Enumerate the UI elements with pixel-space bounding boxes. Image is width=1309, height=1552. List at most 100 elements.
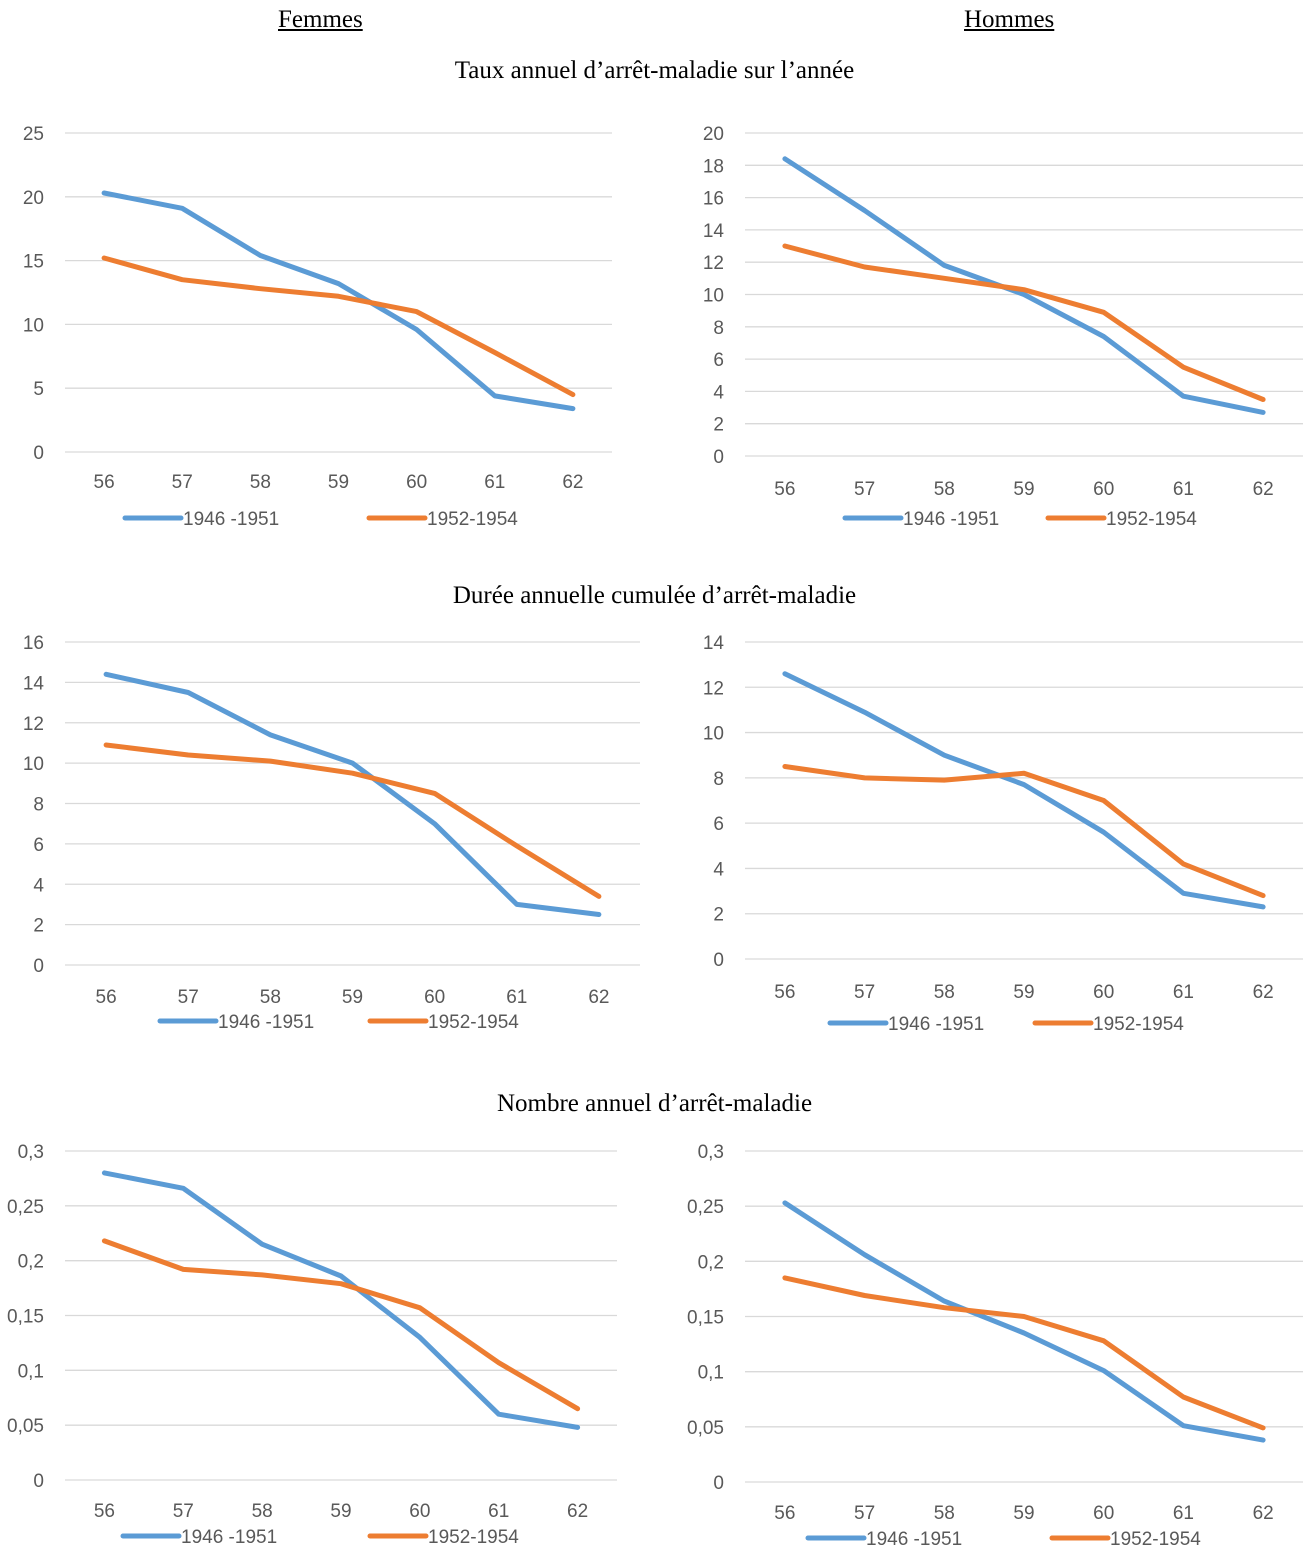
chart-femmes-nombre: 0 0,05 0,1 0,15 0,2 0,25 0,3 56 57 58 59 60 61 62 1946… xyxy=(7,1142,617,1548)
y-tick-label: 0,05 xyxy=(687,1418,724,1439)
legend-label-2: 1952-1954 xyxy=(1093,1014,1184,1035)
y-tick-label: 0,15 xyxy=(687,1308,724,1329)
chart-femmes-duree: 0 2 4 6 8 10 12 14 16 56 57 58 59 60 61 62 1946 -1951 195… xyxy=(23,633,640,1033)
section-title-taux: Taux annuel d’arrêt-maladie sur l’année xyxy=(454,57,855,84)
y-tick-label: 0,3 xyxy=(18,1142,44,1163)
legend-label-2: 1952-1954 xyxy=(1106,509,1197,530)
legend-label-2: 1952-1954 xyxy=(427,509,518,530)
legend-label-1: 1946 -1951 xyxy=(888,1014,984,1035)
x-tick-label: 58 xyxy=(934,982,955,1003)
x-tick-label: 58 xyxy=(252,1501,273,1522)
series-line-1 xyxy=(101,190,576,412)
chart-hommes-duree: 0 2 4 6 8 10 12 14 56 57 58 59 60 61 62 1946 -1951 1952-… xyxy=(703,633,1303,1035)
y-tick-label: 2 xyxy=(713,905,724,926)
y-tick-label: 0,3 xyxy=(698,1142,724,1163)
x-tick-label: 56 xyxy=(774,1503,795,1524)
series-line-2 xyxy=(782,764,1266,899)
legend-label-1: 1946 -1951 xyxy=(903,509,999,530)
y-tick-label: 20 xyxy=(703,124,724,145)
legend-label-1: 1946 -1951 xyxy=(218,1012,314,1033)
x-tick-label: 60 xyxy=(409,1501,430,1522)
x-tick-label: 59 xyxy=(328,472,349,493)
x-tick-label: 57 xyxy=(854,982,875,1003)
x-tick-label: 61 xyxy=(1173,479,1194,500)
x-tick-label: 59 xyxy=(1013,479,1034,500)
y-tick-label: 10 xyxy=(23,754,44,775)
series-line-2 xyxy=(101,255,576,398)
y-tick-label: 10 xyxy=(23,315,44,336)
series-line-1 xyxy=(782,1200,1266,1443)
y-tick-label: 0,05 xyxy=(7,1416,44,1437)
section-title-nombre: Nombre annuel d’arrêt-maladie xyxy=(496,1090,813,1117)
x-tick-label: 60 xyxy=(424,987,445,1008)
series-line-1 xyxy=(101,1170,581,1430)
y-tick-label: 0,1 xyxy=(698,1363,724,1384)
column-header-femmes: Femmes xyxy=(278,6,363,33)
series-line-2 xyxy=(782,243,1266,402)
y-tick-label: 8 xyxy=(713,318,724,339)
x-tick-label: 57 xyxy=(854,1503,875,1524)
chart-femmes-taux: 0 5 10 15 20 25 56 57 58 59 60 61 62 1946 -1951 1952-1… xyxy=(23,124,612,530)
x-tick-label: 58 xyxy=(934,479,955,500)
chart-hommes-taux: 0 2 4 6 8 10 12 14 16 18 20 56 57 58 59 60 61 62 1946 -195… xyxy=(703,124,1303,530)
x-tick-label: 58 xyxy=(250,472,271,493)
x-tick-label: 57 xyxy=(178,987,199,1008)
x-tick-label: 61 xyxy=(1173,982,1194,1003)
y-tick-label: 25 xyxy=(23,124,44,145)
y-tick-label: 20 xyxy=(23,188,44,209)
x-tick-label: 56 xyxy=(774,479,795,500)
x-tick-label: 62 xyxy=(1253,479,1274,500)
x-tick-label: 60 xyxy=(1093,479,1114,500)
x-tick-label: 59 xyxy=(1013,1503,1034,1524)
y-tick-label: 6 xyxy=(713,350,724,371)
x-tick-label: 56 xyxy=(96,987,117,1008)
column-header-hommes: Hommes xyxy=(964,6,1055,33)
series-line-1 xyxy=(103,671,602,917)
x-tick-label: 60 xyxy=(406,472,427,493)
x-tick-label: 57 xyxy=(172,472,193,493)
y-tick-label: 0,2 xyxy=(698,1252,724,1273)
x-tick-label: 56 xyxy=(94,1501,115,1522)
x-tick-label: 62 xyxy=(1253,1503,1274,1524)
y-tick-label: 0 xyxy=(713,950,724,971)
y-tick-label: 0 xyxy=(713,1473,724,1494)
y-tick-label: 12 xyxy=(703,678,724,699)
x-tick-label: 62 xyxy=(1253,982,1274,1003)
series-line-2 xyxy=(101,1238,581,1412)
series-line-1 xyxy=(782,671,1266,910)
series-line-2 xyxy=(782,1275,1266,1431)
x-tick-label: 58 xyxy=(260,987,281,1008)
series-line-1 xyxy=(782,156,1266,415)
chart-hommes-nombre: 0 0,05 0,1 0,15 0,2 0,25 0,3 56 57 58 59 60 61 62 1946… xyxy=(687,1142,1303,1550)
y-tick-label: 2 xyxy=(33,916,44,937)
x-tick-label: 61 xyxy=(488,1501,509,1522)
y-tick-label: 8 xyxy=(33,795,44,816)
y-tick-label: 16 xyxy=(703,189,724,210)
x-tick-label: 60 xyxy=(1093,982,1114,1003)
y-tick-label: 2 xyxy=(713,415,724,436)
y-tick-label: 4 xyxy=(713,859,724,880)
y-tick-label: 0,1 xyxy=(18,1361,44,1382)
y-tick-label: 0,15 xyxy=(7,1307,44,1328)
series-line-2 xyxy=(103,742,602,899)
legend-label-1: 1946 -1951 xyxy=(181,1527,277,1548)
y-tick-label: 18 xyxy=(703,156,724,177)
y-tick-label: 5 xyxy=(33,379,44,400)
legend-label-1: 1946 -1951 xyxy=(866,1529,962,1550)
y-tick-label: 0 xyxy=(713,447,724,468)
y-tick-label: 4 xyxy=(713,382,724,403)
legend-label-2: 1952-1954 xyxy=(428,1012,519,1033)
y-tick-label: 15 xyxy=(23,252,44,273)
y-tick-label: 14 xyxy=(703,221,725,242)
x-tick-label: 56 xyxy=(94,472,115,493)
x-tick-label: 57 xyxy=(854,479,875,500)
y-tick-label: 14 xyxy=(23,673,45,694)
section-title-duree: Durée annuelle cumulée d’arrêt-maladie xyxy=(452,582,857,609)
x-tick-label: 56 xyxy=(774,982,795,1003)
y-tick-label: 14 xyxy=(703,633,725,654)
y-tick-label: 16 xyxy=(23,633,44,654)
x-tick-label: 62 xyxy=(588,987,609,1008)
x-tick-label: 58 xyxy=(934,1503,955,1524)
y-tick-label: 12 xyxy=(23,714,44,735)
y-tick-label: 0 xyxy=(33,956,44,977)
